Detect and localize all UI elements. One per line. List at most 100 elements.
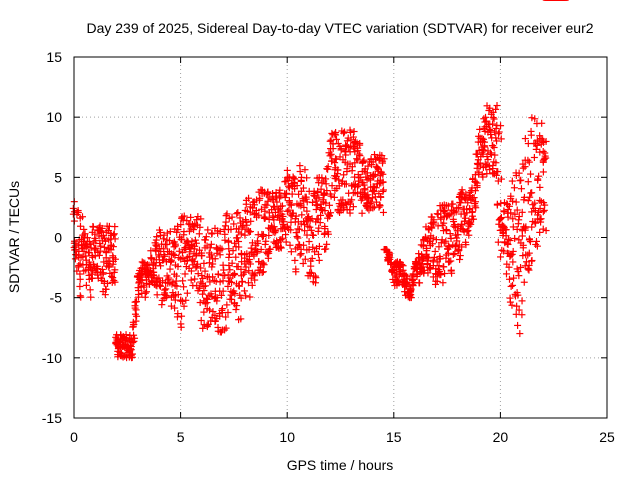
data-point-marker	[111, 278, 119, 286]
data-point-marker	[97, 242, 105, 250]
y-tick-label: 5	[54, 169, 62, 185]
data-point-marker	[511, 234, 519, 242]
data-point-marker	[473, 183, 481, 191]
data-point-marker	[314, 187, 322, 195]
data-point-marker	[193, 262, 201, 270]
data-point-marker	[340, 128, 348, 136]
data-point-marker	[251, 270, 259, 278]
data-point-marker	[321, 207, 329, 215]
data-point-marker	[266, 245, 274, 253]
data-point-marker	[107, 241, 115, 249]
x-tick-label: 5	[177, 429, 185, 445]
data-point-marker	[486, 149, 494, 157]
data-point-marker	[265, 231, 273, 239]
data-point-marker	[349, 133, 357, 141]
data-point-marker	[261, 214, 269, 222]
data-point-marker	[207, 251, 215, 259]
data-point-marker	[286, 241, 294, 249]
data-point-marker	[315, 242, 323, 250]
data-point-marker	[525, 158, 533, 166]
data-point-marker	[292, 268, 300, 276]
data-point-marker	[299, 260, 307, 268]
data-point-marker	[336, 143, 344, 151]
data-point-marker	[495, 130, 503, 138]
data-point-marker	[537, 218, 545, 226]
data-point-marker	[500, 207, 508, 215]
data-point-marker	[279, 220, 287, 228]
data-point-marker	[428, 240, 436, 248]
data-point-marker	[517, 176, 525, 184]
y-tick-label: -15	[42, 410, 62, 426]
data-point-marker	[271, 229, 279, 237]
data-point-marker	[259, 268, 267, 276]
data-point-marker	[225, 250, 233, 258]
data-point-marker	[201, 236, 209, 244]
data-point-marker	[437, 271, 445, 279]
data-point-marker	[187, 276, 195, 284]
data-point-marker	[159, 277, 167, 285]
data-point-marker	[303, 174, 311, 182]
data-point-marker	[183, 289, 191, 297]
data-point-marker	[466, 220, 474, 228]
data-point-marker	[282, 238, 290, 246]
data-point-marker	[271, 208, 279, 216]
data-point-marker	[178, 312, 186, 320]
data-point-marker	[251, 276, 259, 284]
data-point-marker	[232, 306, 240, 314]
data-point-marker	[464, 227, 472, 235]
data-point-marker	[237, 230, 245, 238]
data-point-marker	[201, 267, 209, 275]
data-point-marker	[174, 226, 182, 234]
data-point-marker	[224, 282, 232, 290]
data-point-marker	[512, 198, 520, 206]
data-point-marker	[219, 287, 227, 295]
data-point-marker	[322, 180, 330, 188]
data-point-marker	[246, 228, 254, 236]
data-point-marker	[449, 251, 457, 259]
data-point-marker	[521, 163, 529, 171]
data-point-marker	[358, 209, 366, 217]
data-point-marker	[315, 256, 323, 264]
data-point-marker	[237, 265, 245, 273]
data-point-marker	[539, 208, 547, 216]
data-point-marker	[283, 207, 291, 215]
data-point-marker	[187, 213, 195, 221]
data-point-marker	[507, 209, 515, 217]
data-point-marker	[458, 243, 466, 251]
data-point-marker	[221, 230, 229, 238]
data-point-marker	[442, 237, 450, 245]
data-point-marker	[233, 302, 241, 310]
data-point-marker	[162, 285, 170, 293]
data-point-marker	[519, 241, 527, 249]
data-point-marker	[509, 215, 517, 223]
data-point-marker	[242, 292, 250, 300]
data-point-marker	[357, 196, 365, 204]
data-point-marker	[458, 186, 466, 194]
data-point-marker	[283, 189, 291, 197]
data-point-marker	[206, 244, 214, 252]
data-point-marker	[321, 222, 329, 230]
data-point-marker	[91, 230, 99, 238]
data-point-marker	[419, 263, 427, 271]
data-point-marker	[486, 166, 494, 174]
data-point-marker	[198, 271, 206, 279]
x-tick-label: 0	[70, 429, 78, 445]
grid	[74, 57, 607, 418]
data-point-marker	[242, 218, 250, 226]
data-point-marker	[155, 274, 163, 282]
data-point-marker	[201, 282, 209, 290]
data-point-marker	[174, 291, 182, 299]
data-point-marker	[87, 293, 95, 301]
data-point-marker	[521, 135, 529, 143]
data-point-marker	[468, 212, 476, 220]
data-point-marker	[471, 200, 479, 208]
data-point-marker	[197, 215, 205, 223]
data-point-marker	[497, 253, 505, 261]
data-point-marker	[327, 150, 335, 158]
data-point-marker	[521, 224, 529, 232]
data-point-marker	[514, 321, 522, 329]
data-point-marker	[166, 228, 174, 236]
data-point-marker	[369, 204, 377, 212]
data-point-marker	[111, 235, 119, 243]
